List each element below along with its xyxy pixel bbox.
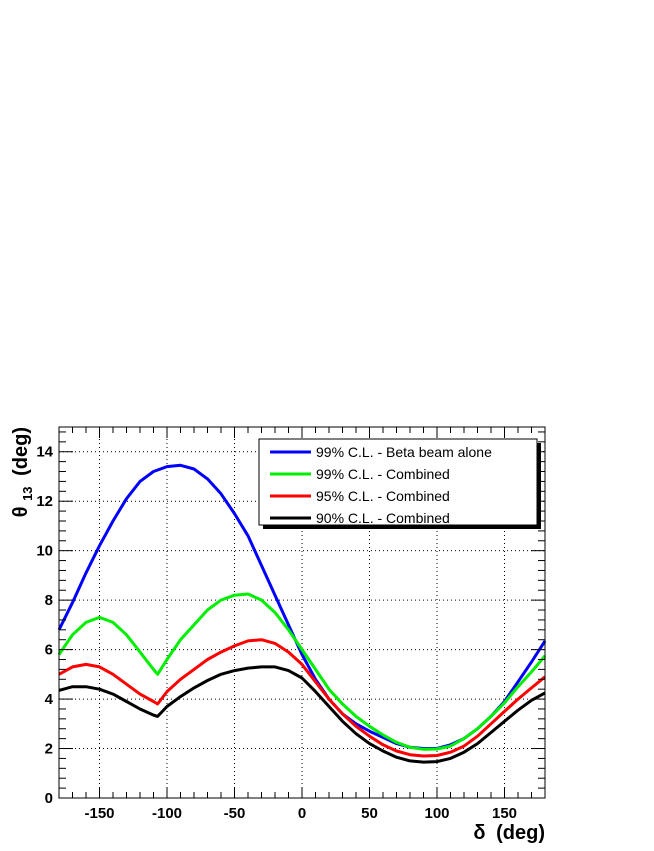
x-axis-symbol: δ [473, 822, 485, 844]
grid [59, 427, 545, 798]
y-axis-title: θ 13 (deg) [10, 427, 37, 517]
x-tick-label: -150 [84, 805, 114, 822]
series-line-4 [58, 665, 546, 764]
axis-ticks [58, 427, 546, 799]
legend-label: 95% C.L. - Combined [316, 488, 450, 504]
y-tick-label: 12 [36, 493, 53, 510]
y-tick-label: 2 [45, 741, 53, 758]
legend: 99% C.L. - Beta beam alone 99% C.L. - Com… [258, 438, 541, 529]
series-line-2 [57, 592, 547, 751]
legend-label: 99% C.L. - Beta beam alone [316, 444, 492, 460]
y-tick-label: 0 [45, 790, 53, 807]
legend-items: 99% C.L. - Beta beam alone 99% C.L. - Com… [270, 444, 492, 526]
x-axis-title: δ (deg) [473, 822, 545, 844]
legend-label: 99% C.L. - Combined [316, 466, 450, 482]
x-tick-label: -50 [224, 805, 246, 822]
x-tick-label: 50 [361, 805, 378, 822]
x-tick-label: 0 [298, 805, 306, 822]
series-line-3 [58, 638, 546, 758]
y-axis-subscript: 13 [20, 486, 35, 500]
legend-label: 90% C.L. - Combined [316, 510, 450, 526]
x-tick-label: 100 [424, 805, 449, 822]
y-tick-label: 6 [45, 642, 53, 659]
y-axis-symbol: θ [10, 506, 32, 517]
tick-labels: -150 -100 -50 0 50 100 150 0 2 4 6 8 10 12 14 [36, 444, 517, 822]
x-axis-unit: (deg) [496, 822, 545, 844]
y-tick-label: 14 [36, 444, 53, 461]
y-tick-label: 8 [45, 592, 53, 609]
y-tick-label: 4 [45, 691, 54, 708]
series-lines [57, 463, 547, 764]
y-axis-unit: (deg) [10, 427, 32, 476]
x-tick-label: -100 [152, 805, 182, 822]
x-tick-label: 150 [492, 805, 517, 822]
y-tick-label: 10 [36, 543, 53, 560]
